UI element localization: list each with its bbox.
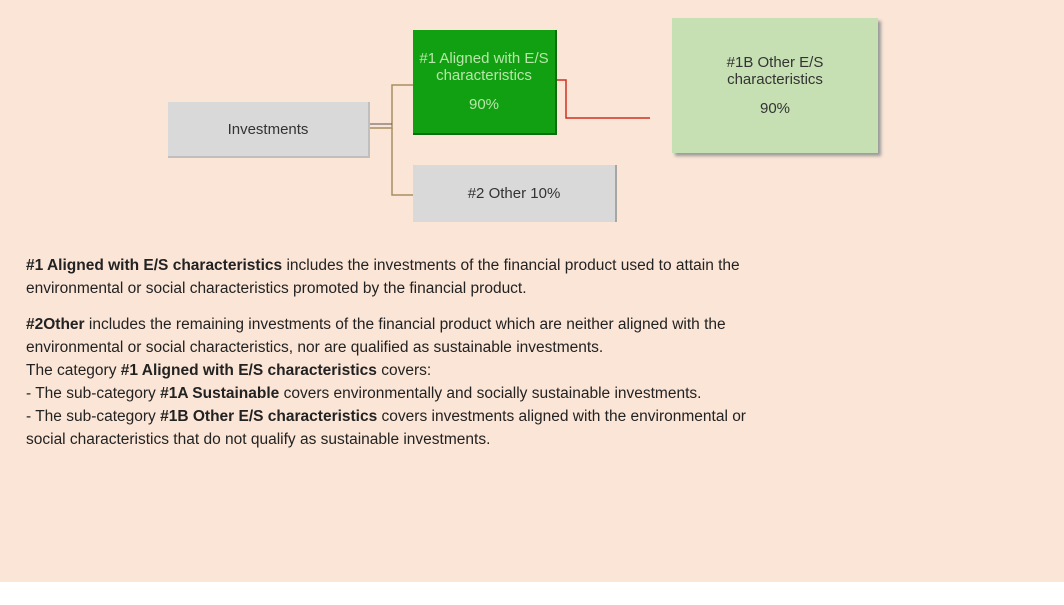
text-run: environmental or social characteristics,…	[26, 339, 604, 356]
node-investments: Investments	[168, 102, 370, 158]
text-run: #1A Sustainable	[160, 385, 280, 402]
connector	[391, 128, 413, 196]
text-run: includes the investments of the financia…	[282, 257, 740, 274]
node-aligned: #1 Aligned with E/S characteristics 90%	[413, 30, 557, 135]
node-label: characteristics	[436, 67, 532, 84]
text-run: covers environmentally and socially sust…	[279, 385, 702, 402]
paragraph-gap	[26, 300, 1036, 313]
text-run: environmental or social characteristics …	[26, 280, 527, 297]
connector	[370, 84, 413, 129]
description: #1 Aligned with E/S characteristics incl…	[26, 254, 1036, 451]
node-value: 90%	[759, 100, 791, 117]
node-label: #2 Other 10%	[467, 185, 561, 202]
text-run: #1B Other E/S characteristics	[160, 408, 378, 425]
page: Investments #1 Aligned with E/S character…	[0, 0, 1064, 582]
node-other: #2 Other 10%	[413, 165, 617, 222]
text-line: - The sub-category #1A Sustainable cover…	[26, 382, 1036, 405]
node-label: Investments	[227, 120, 309, 138]
text-run: #2Other	[26, 316, 85, 333]
connectors	[370, 79, 650, 196]
node-label: #1B Other E/S	[726, 54, 824, 71]
node-label: #1 Aligned with E/S	[419, 50, 549, 67]
text-line: The category #1 Aligned with E/S charact…	[26, 359, 1036, 382]
text-run: covers investments aligned with the envi…	[377, 408, 746, 425]
text-line: - The sub-category #1B Other E/S charact…	[26, 405, 1036, 428]
node-other-es: #1B Other E/S characteristics 90%	[672, 18, 878, 153]
text-run: covers:	[376, 362, 432, 379]
text-run: #1 Aligned with E/S characteristics	[120, 362, 377, 379]
text-line: #1 Aligned with E/S characteristics incl…	[26, 254, 1036, 277]
connector	[557, 79, 650, 119]
text-run: social characteristics that do not quali…	[26, 431, 491, 448]
text-line: environmental or social characteristics,…	[26, 336, 1036, 359]
text-line: #2Other includes the remaining investmen…	[26, 313, 1036, 336]
node-value: 90%	[468, 96, 500, 113]
text-run: - The sub-category	[26, 385, 161, 402]
text-line: social characteristics that do not quali…	[26, 428, 1036, 451]
text-run: includes the remaining investments of th…	[84, 316, 726, 333]
node-label: characteristics	[727, 71, 823, 88]
text-line: environmental or social characteristics …	[26, 277, 1036, 300]
text-run: #1 Aligned with E/S characteristics	[26, 257, 283, 274]
text-run: - The sub-category	[26, 408, 161, 425]
text-run: The category	[26, 362, 121, 379]
